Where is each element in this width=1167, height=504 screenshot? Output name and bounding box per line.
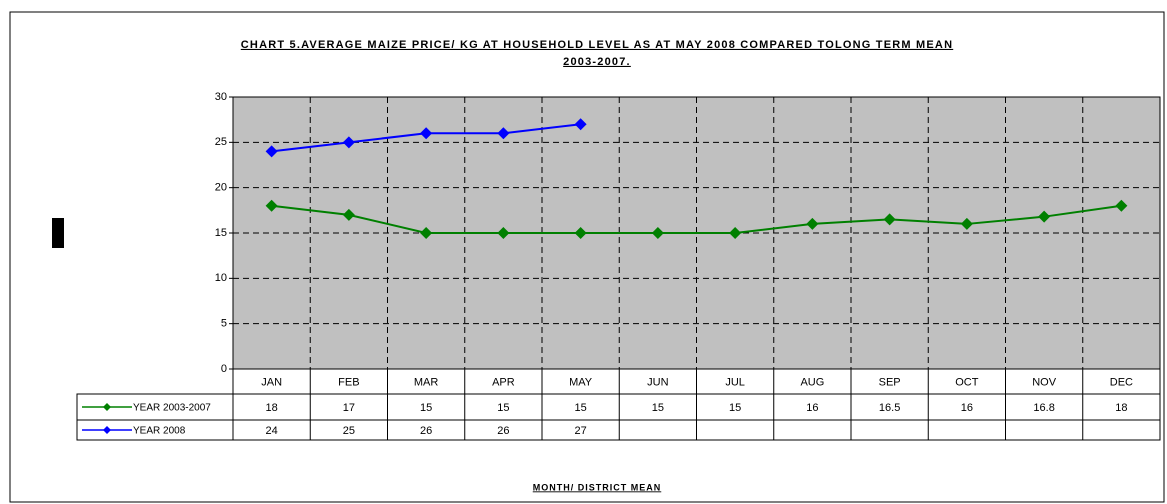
point-marker — [497, 227, 510, 239]
point-marker — [574, 118, 587, 131]
x-tick-label: SEP — [879, 376, 901, 388]
table-value: 15 — [497, 402, 509, 414]
table-value: 17 — [343, 402, 355, 414]
legend-marker — [103, 403, 111, 411]
table-value: 25 — [343, 425, 355, 437]
table-value: 16 — [806, 402, 818, 414]
table-value: 16.8 — [1033, 402, 1054, 414]
chart-title: CHART 5.AVERAGE MAIZE PRICE/ KG AT HOUSE… — [241, 39, 953, 51]
x-tick-label: MAR — [414, 376, 439, 388]
x-axis-label: MONTH/ DISTRICT MEAN — [533, 482, 662, 492]
x-tick-label: JUN — [647, 376, 668, 388]
point-marker — [1038, 210, 1051, 223]
y-tick-label: 10 — [215, 272, 227, 284]
table-value: 18 — [1115, 402, 1127, 414]
point-marker — [265, 199, 278, 212]
legend-label: YEAR 2008 — [133, 426, 186, 437]
point-marker — [651, 227, 664, 239]
table-value: 15 — [729, 402, 741, 414]
point-marker — [265, 145, 278, 158]
y-tick-label: 0 — [221, 363, 227, 375]
point-marker — [420, 127, 433, 140]
x-tick-label: JAN — [261, 376, 282, 388]
y-tick-label: 20 — [215, 182, 227, 194]
table-value: 15 — [575, 402, 587, 414]
y-tick-label: 25 — [215, 136, 227, 148]
legend-label: YEAR 2003-2007 — [133, 403, 211, 414]
x-tick-label: MAY — [569, 376, 593, 388]
x-tick-label: DEC — [1110, 376, 1133, 388]
x-tick-label: JUL — [725, 376, 745, 388]
table-value: 26 — [497, 425, 509, 437]
x-tick-label: APR — [492, 376, 515, 388]
point-marker — [1115, 199, 1128, 212]
point-marker — [574, 227, 587, 239]
marker-block — [52, 218, 64, 248]
table-value: 15 — [420, 402, 432, 414]
point-marker — [729, 227, 742, 239]
x-tick-label: NOV — [1032, 376, 1057, 388]
point-marker — [342, 136, 355, 149]
point-marker — [342, 208, 355, 221]
table-value: 27 — [575, 425, 587, 437]
series-line — [271, 204, 1122, 234]
point-marker — [497, 127, 510, 140]
legend-marker — [103, 426, 111, 434]
point-marker — [960, 217, 973, 230]
x-tick-label: OCT — [955, 376, 979, 388]
y-tick-label: 5 — [221, 318, 227, 330]
y-tick-label: 30 — [215, 91, 227, 103]
chart-title: 2003-2007. — [563, 56, 631, 68]
x-tick-label: FEB — [338, 376, 359, 388]
point-marker — [420, 227, 433, 239]
point-marker — [806, 217, 819, 230]
point-marker — [883, 213, 896, 226]
table-value: 26 — [420, 425, 432, 437]
x-tick-label: AUG — [800, 376, 824, 388]
table-value: 16 — [961, 402, 973, 414]
table-value: 24 — [266, 425, 278, 437]
table-value: 16.5 — [879, 402, 900, 414]
table-value: 18 — [266, 402, 278, 414]
table-value: 15 — [652, 402, 664, 414]
y-tick-label: 15 — [215, 227, 227, 239]
